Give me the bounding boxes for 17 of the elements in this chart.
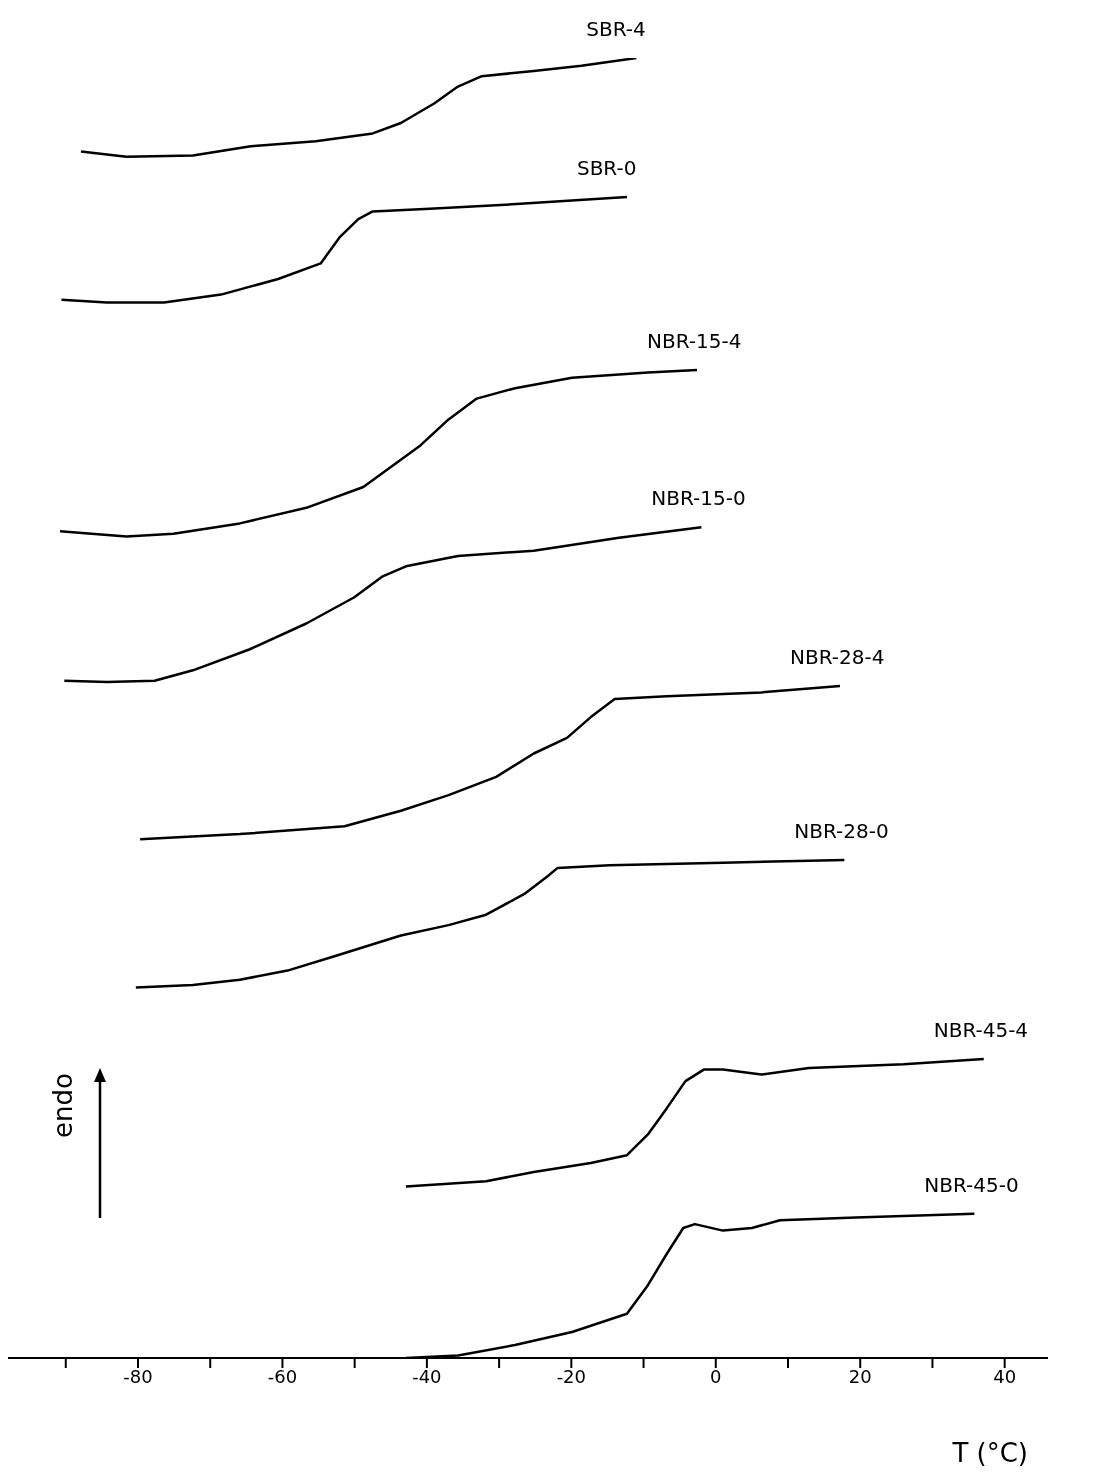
series-label: NBR-28-0	[794, 819, 889, 844]
y-axis-title: endo	[48, 1073, 78, 1138]
series-label: NBR-15-0	[651, 486, 746, 511]
x-axis-title: T (°C)	[952, 1438, 1028, 1468]
x-tick-label: 20	[848, 1365, 872, 1387]
series-label: NBR-45-4	[933, 1018, 1029, 1042]
x-tick-label: -60	[267, 1365, 298, 1387]
series-label: NBR-28-4	[790, 644, 885, 669]
series-label: SBR-0	[576, 156, 637, 181]
x-tick-label: 40	[993, 1365, 1017, 1387]
x-tick-label: -20	[556, 1365, 587, 1387]
x-tick-label: 0	[710, 1365, 722, 1387]
x-tick-label: -40	[412, 1365, 442, 1387]
series-label: NBR-15-4	[647, 329, 742, 353]
series-label: NBR-45-0	[924, 1172, 1019, 1197]
x-tick-label: -80	[123, 1365, 153, 1387]
series-label: SBR-4	[586, 17, 646, 41]
